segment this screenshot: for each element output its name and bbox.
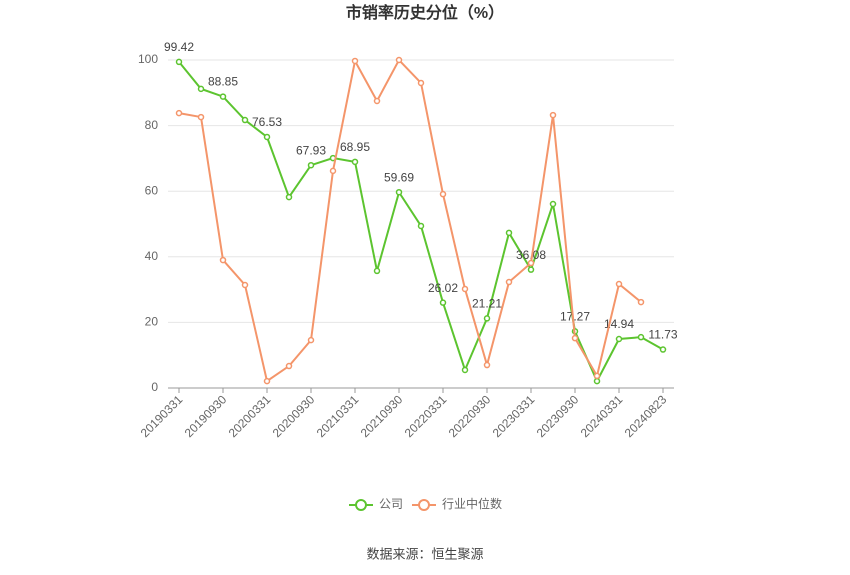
x-tick-label: 20220331 bbox=[402, 392, 450, 440]
data-label: 26.02 bbox=[428, 281, 458, 295]
data-point bbox=[549, 111, 557, 119]
data-point bbox=[197, 113, 205, 121]
data-label: 76.53 bbox=[252, 115, 282, 129]
data-point bbox=[505, 229, 513, 237]
data-point bbox=[461, 285, 469, 293]
data-point bbox=[637, 298, 645, 306]
x-tick-label: 20230930 bbox=[534, 392, 582, 440]
x-tick-label: 20220930 bbox=[446, 392, 494, 440]
x-tick-label: 20210930 bbox=[358, 392, 406, 440]
data-point bbox=[615, 335, 623, 343]
series-line bbox=[178, 61, 664, 384]
data-label: 59.69 bbox=[384, 170, 414, 184]
x-tick-label: 20230331 bbox=[490, 392, 538, 440]
data-label: 68.95 bbox=[340, 140, 370, 154]
data-point bbox=[417, 222, 425, 230]
data-point bbox=[175, 109, 183, 117]
data-point bbox=[351, 158, 359, 166]
data-point bbox=[505, 278, 513, 286]
series-line bbox=[178, 58, 642, 383]
legend-marker bbox=[418, 499, 430, 511]
data-point bbox=[593, 377, 601, 385]
data-point bbox=[417, 79, 425, 87]
data-point bbox=[549, 200, 557, 208]
x-tick-label: 20210331 bbox=[314, 392, 362, 440]
data-point bbox=[615, 280, 623, 288]
y-tick-label: 80 bbox=[145, 118, 159, 132]
data-point bbox=[527, 259, 535, 267]
data-point bbox=[263, 133, 271, 141]
data-point bbox=[439, 299, 447, 306]
x-tick-label: 20200331 bbox=[226, 392, 274, 440]
x-tick-label: 20240823 bbox=[622, 392, 670, 440]
data-point bbox=[175, 58, 183, 66]
data-label: 17.27 bbox=[560, 310, 590, 324]
data-point bbox=[373, 267, 381, 275]
data-point bbox=[351, 57, 359, 65]
legend-label: 行业中位数 bbox=[442, 496, 502, 511]
data-point bbox=[659, 346, 667, 353]
y-tick-label: 40 bbox=[145, 249, 159, 263]
data-point bbox=[593, 372, 601, 380]
data-point bbox=[241, 281, 249, 289]
data-label: 21.21 bbox=[472, 297, 502, 311]
x-tick-label: 20240331 bbox=[578, 392, 626, 440]
y-tick-label: 0 bbox=[151, 380, 158, 394]
y-tick-label: 100 bbox=[138, 52, 158, 66]
x-tick-label: 20190331 bbox=[138, 392, 186, 440]
data-point bbox=[395, 56, 403, 64]
data-label: 11.73 bbox=[648, 328, 677, 342]
data-point bbox=[395, 188, 403, 196]
y-tick-label: 20 bbox=[145, 315, 159, 329]
data-point bbox=[483, 361, 491, 369]
data-point bbox=[263, 377, 271, 385]
data-point bbox=[637, 333, 645, 341]
data-point bbox=[197, 85, 205, 93]
data-point bbox=[571, 334, 579, 342]
data-point bbox=[329, 167, 337, 175]
legend-label: 公司 bbox=[379, 497, 403, 511]
data-point bbox=[461, 366, 469, 374]
y-tick-label: 60 bbox=[145, 183, 159, 197]
data-point bbox=[241, 116, 249, 124]
chart-title: 市销率历史分位（%） bbox=[346, 3, 504, 22]
data-point bbox=[219, 256, 227, 264]
data-point bbox=[527, 266, 535, 273]
data-point bbox=[483, 315, 491, 322]
data-point bbox=[285, 362, 293, 370]
data-label: 88.85 bbox=[208, 75, 238, 89]
data-point bbox=[219, 93, 227, 100]
data-label: 99.42 bbox=[164, 40, 194, 54]
data-label: 67.93 bbox=[296, 143, 326, 157]
data-label: 14.94 bbox=[604, 317, 634, 331]
data-label: 36.08 bbox=[516, 248, 546, 262]
source-note: 数据来源：恒生聚源 bbox=[366, 546, 483, 561]
legend-marker bbox=[355, 499, 367, 511]
data-point bbox=[439, 190, 447, 198]
x-tick-label: 20190930 bbox=[182, 392, 230, 440]
x-tick-label: 20200930 bbox=[270, 392, 318, 440]
data-point bbox=[307, 336, 315, 344]
data-point bbox=[285, 193, 293, 201]
data-point bbox=[307, 161, 315, 169]
data-point bbox=[373, 97, 381, 105]
